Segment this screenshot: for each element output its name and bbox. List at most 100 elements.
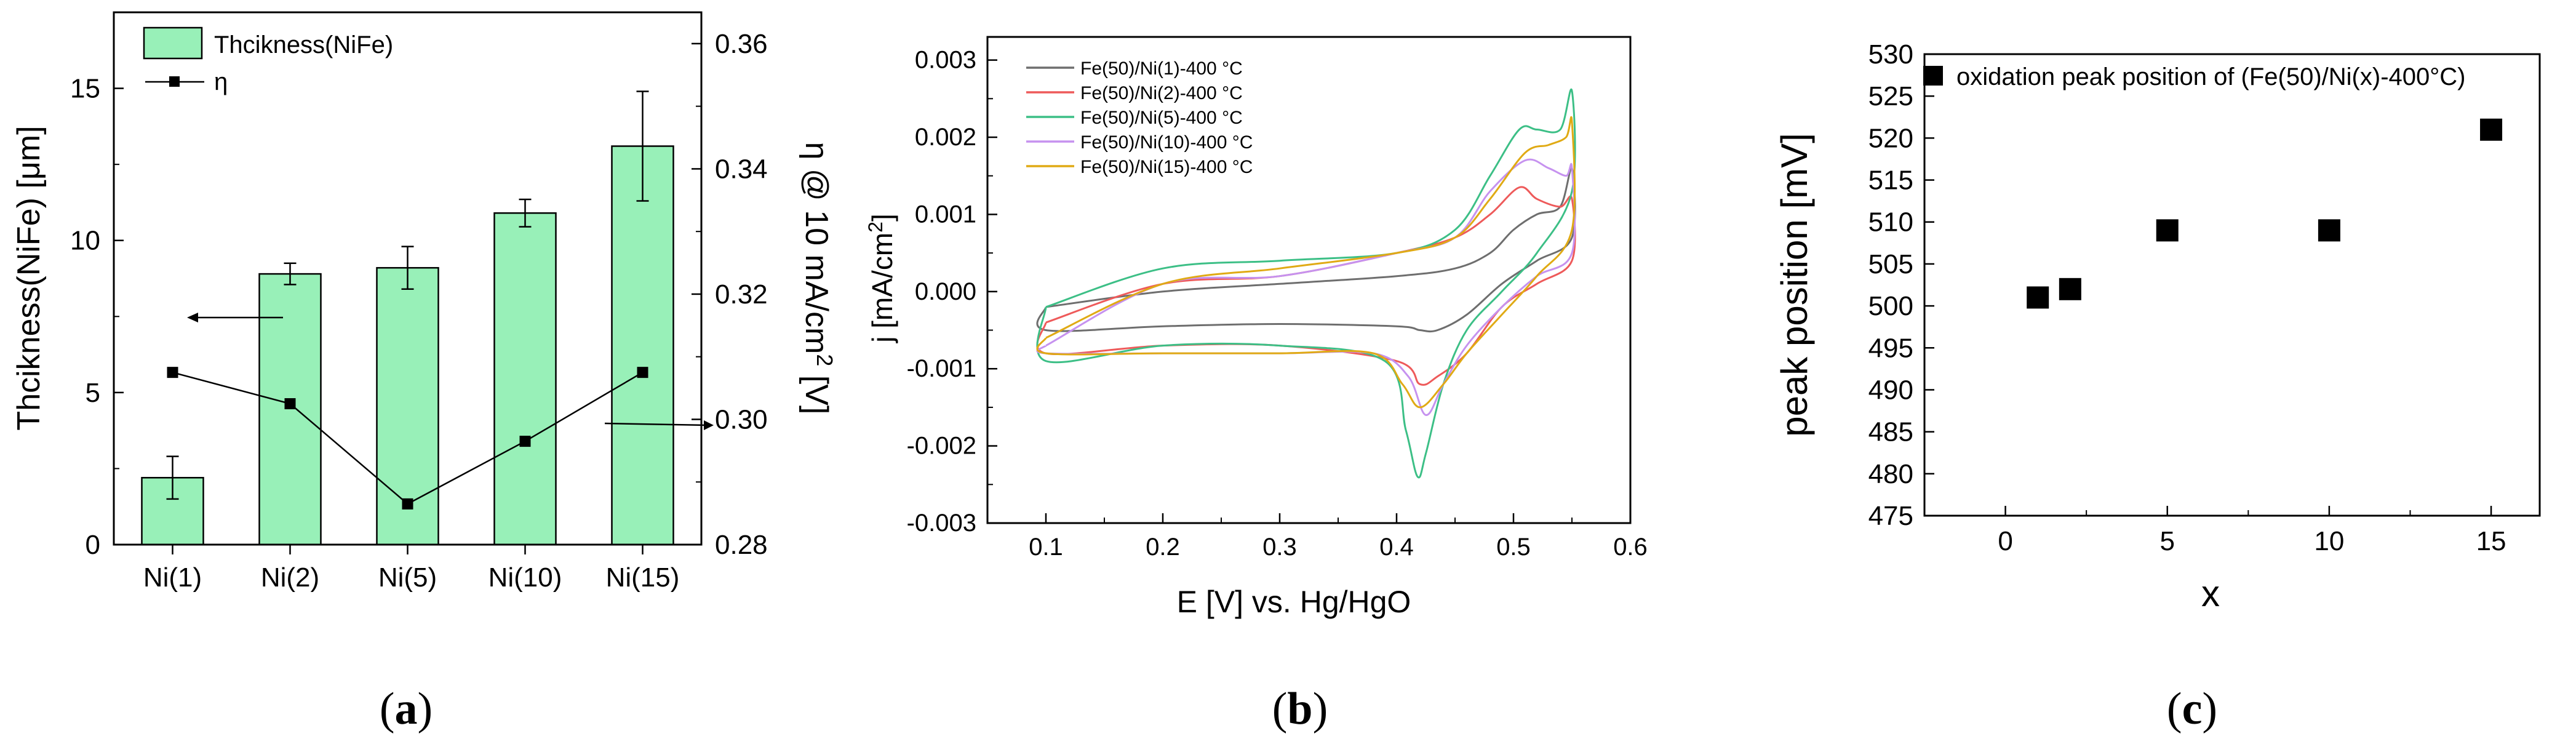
peak-point [2318, 219, 2340, 242]
legend-label-thickness: Thcikness(NiFe) [214, 31, 393, 58]
y-tick-label: 480 [1868, 459, 1913, 489]
x-axis-ticks: Ni(1) Ni(2) Ni(5) Ni(10) Ni(15) [143, 545, 680, 593]
legend-label-peak: oxidation peak position of (Fe(50)/Ni(x)… [1956, 63, 2465, 90]
cv-curves-group [1036, 88, 1576, 479]
y-left-tick-label: 5 [86, 378, 100, 408]
x-axis-ticks: 0.1 0.2 0.3 0.4 0.5 0.6 [1029, 513, 1648, 561]
y-left-tick-label: 0 [86, 530, 100, 560]
thickness-bar [493, 212, 557, 546]
y-axis-label: peak position [mV] [1774, 133, 1815, 437]
y-tick-label: 475 [1868, 501, 1913, 531]
x-tick-label: Ni(1) [143, 562, 202, 593]
bar-group [141, 145, 674, 546]
legend-marker-peak [1923, 66, 1943, 86]
eta-point [167, 367, 178, 378]
panel-a-caption: (a) [380, 684, 433, 734]
x-tick-label: 0 [1998, 526, 2012, 556]
x-axis-ticks: 0 5 10 15 [1924, 506, 2506, 556]
x-tick-label: Ni(10) [488, 562, 562, 593]
cv-curve-4 [1036, 158, 1576, 416]
y-tick-label: -0.002 [907, 433, 976, 460]
y-tick-label: -0.003 [907, 510, 976, 537]
y-tick-label: 500 [1868, 291, 1913, 321]
x-axis-label: E [V] vs. Hg/HgO [1177, 585, 1411, 619]
panel-b-chart: -0.003 -0.002 -0.001 0.000 0.001 0.002 0.003 0… [864, 36, 1648, 734]
y-axis-ticks: 475 480 485 490 495 500 505 510 515 520 525 530 [1868, 39, 1934, 531]
x-tick-label: 10 [2314, 526, 2344, 556]
y-tick-label: 495 [1868, 333, 1913, 363]
right-axis-ticks: 0.28 0.30 0.32 0.34 0.36 [692, 29, 768, 560]
cv-curve-5 [1036, 116, 1576, 409]
legend-label-4: Fe(50)/Ni(10)-400 °C [1080, 132, 1253, 153]
legend-marker-eta [169, 76, 180, 87]
y-right-tick-label: 0.36 [715, 29, 768, 59]
x-tick-label: 15 [2476, 526, 2506, 556]
legend-label-2: Fe(50)/Ni(2)-400 °C [1080, 83, 1243, 103]
legend-label-eta: η [214, 68, 228, 95]
left-arrowhead-icon [187, 313, 198, 322]
cv-curve-2 [1036, 186, 1576, 386]
y-right-tick-label: 0.34 [715, 154, 768, 184]
eta-line-group [167, 367, 648, 510]
y-tick-label: 0.003 [915, 47, 976, 74]
x-tick-label: 0.5 [1496, 534, 1531, 561]
x-tick-label: Ni(5) [378, 562, 437, 593]
thickness-bar [258, 273, 322, 546]
legend-label-3: Fe(50)/Ni(5)-400 °C [1080, 108, 1243, 128]
eta-point [402, 498, 413, 510]
x-axis-label: x [2201, 573, 2220, 614]
thickness-bar [611, 145, 674, 546]
legend-label-5: Fe(50)/Ni(15)-400 °C [1080, 157, 1253, 177]
y-tick-label: 490 [1868, 375, 1913, 405]
peak-point [2059, 278, 2081, 300]
x-tick-label: 0.2 [1146, 534, 1180, 561]
y-tick-label: 485 [1868, 417, 1913, 447]
error-bar-group [166, 90, 649, 500]
y-tick-label: 510 [1868, 207, 1913, 238]
x-tick-label: 0.1 [1029, 534, 1063, 561]
y-tick-label: 0.001 [915, 201, 976, 228]
cv-curve-1 [1036, 167, 1576, 333]
panel-b-frame [986, 36, 1632, 524]
panel-c-frame [1923, 53, 2541, 517]
y-right-tick-label: 0.30 [715, 404, 768, 434]
panel-b-caption: (b) [1272, 684, 1328, 734]
x-tick-label: 0.4 [1379, 534, 1414, 561]
right-arrowhead-icon [704, 420, 714, 430]
peak-point [2027, 286, 2049, 309]
scatter-points-group [2027, 118, 2503, 309]
y-tick-label: 525 [1868, 81, 1913, 111]
eta-point [637, 367, 648, 378]
legend-swatch-thickness [143, 26, 203, 60]
y-tick-label: 505 [1868, 249, 1913, 279]
legend-label-1: Fe(50)/Ni(1)-400 °C [1080, 58, 1243, 79]
y-right-tick-label: 0.28 [715, 530, 768, 560]
y-axis-label: j [mA/cm2] [864, 214, 898, 343]
x-tick-label: 5 [2159, 526, 2174, 556]
y-tick-label: 530 [1868, 39, 1913, 70]
y-left-tick-label: 15 [70, 74, 100, 104]
x-tick-label: Ni(2) [261, 562, 319, 593]
legend: Fe(50)/Ni(1)-400 °C Fe(50)/Ni(2)-400 °C Fe… [1026, 58, 1253, 177]
eta-point [519, 436, 531, 447]
right-axis-pointer-arrow [604, 422, 707, 426]
y-axis-ticks: -0.003 -0.002 -0.001 0.000 0.001 0.002 0.003 [907, 47, 997, 537]
panel-c-caption: (c) [2167, 684, 2217, 734]
x-tick-label: Ni(15) [606, 562, 680, 593]
x-tick-label: 0.3 [1262, 534, 1297, 561]
eta-point [284, 398, 296, 410]
left-axis-ticks: 0 5 10 15 [70, 74, 124, 560]
y-axis-right-label: η @ 10 mA/cm2 [V] [799, 142, 837, 415]
y-axis-left-label: Thcikness(NiFe) [μm] [11, 126, 47, 430]
y-tick-label: 0.000 [915, 278, 976, 305]
peak-point [2156, 219, 2179, 242]
y-tick-label: 0.002 [915, 124, 976, 151]
y-left-tick-label: 10 [70, 226, 100, 256]
y-tick-label: 520 [1868, 123, 1913, 153]
x-tick-label: 0.6 [1613, 534, 1648, 561]
y-tick-label: -0.001 [907, 355, 976, 382]
y-right-tick-label: 0.32 [715, 279, 768, 310]
